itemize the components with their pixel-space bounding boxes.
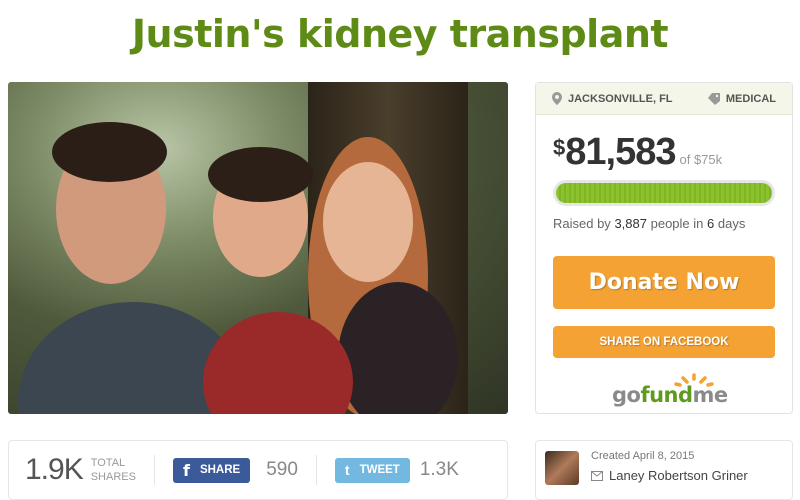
map-pin-icon (552, 92, 562, 105)
envelope-icon[interactable] (591, 470, 603, 481)
campaign-photo (8, 82, 508, 414)
raised-summary: Raised by 3,887 people in 6 days (553, 216, 746, 231)
tag-icon (707, 92, 720, 105)
facebook-share-button[interactable]: f SHARE (172, 457, 251, 483)
facebook-icon: f (182, 460, 190, 480)
twitter-icon: t (344, 462, 350, 478)
page-title: Justin's kidney transplant (131, 12, 669, 56)
organizer-name[interactable]: Laney Robertson Griner (609, 468, 748, 483)
total-shares-count: 1.9K (25, 453, 84, 486)
organizer-box: Created April 8, 2015 Laney Robertson Gr… (535, 440, 793, 500)
tweet-count: 1.3K (419, 459, 459, 480)
donate-now-button[interactable]: Donate Now (553, 256, 775, 309)
location[interactable]: JACKSONVILLE, FL (552, 92, 673, 105)
created-date: Created April 8, 2015 (591, 450, 695, 462)
avatar[interactable] (545, 451, 579, 485)
gofundme-logo[interactable]: gofundme (612, 373, 728, 409)
share-on-facebook-button[interactable]: SHARE ON FACEBOOK (553, 326, 775, 358)
sun-icon (674, 373, 714, 387)
total-shares-label: TOTAL SHARES (90, 457, 136, 483)
share-bar: 1.9K TOTAL SHARES f SHARE 590 t TWEET 1.3K (8, 440, 508, 500)
tweet-button[interactable]: t TWEET (334, 457, 410, 483)
progress-bar (553, 180, 775, 206)
facebook-share-count: 590 (266, 459, 298, 480)
amount-raised: $ 81,583 of $75k (553, 131, 723, 173)
progress-fill (556, 183, 772, 203)
category[interactable]: MEDICAL (707, 92, 776, 105)
donation-card: JACKSONVILLE, FL MEDICAL $ 81,583 of $75… (535, 82, 793, 414)
